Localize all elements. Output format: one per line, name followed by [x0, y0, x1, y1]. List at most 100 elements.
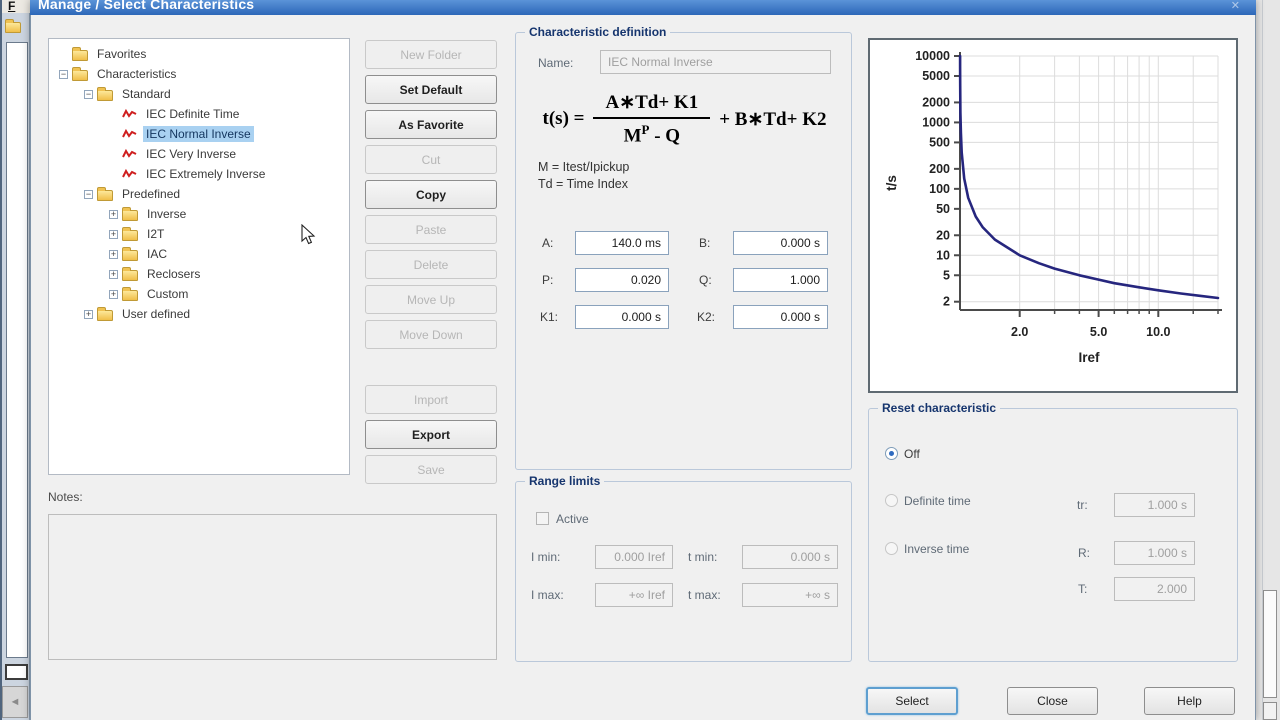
notes-textarea[interactable]: [48, 514, 497, 660]
curve-icon: [122, 148, 137, 158]
as-favorite-button[interactable]: As Favorite: [365, 110, 497, 139]
param-k2-input[interactable]: 0.000 s: [733, 305, 828, 329]
set-default-button[interactable]: Set Default: [365, 75, 497, 104]
dialog-titlebar[interactable]: Manage / Select Characteristics ✕: [30, 0, 1256, 15]
reset-off-label: Off: [904, 447, 920, 461]
characteristics-tree: Favorites − Characteristics − Standard IEC De…: [48, 38, 350, 475]
param-p-input[interactable]: 0.020: [575, 268, 669, 292]
y-tick-label: 10: [936, 248, 950, 262]
move-down-button: Move Down: [365, 320, 497, 349]
notes-label: Notes:: [48, 490, 83, 504]
expand-icon[interactable]: +: [84, 308, 93, 319]
paste-button: Paste: [365, 215, 497, 244]
y-tick-label: 2: [943, 295, 950, 309]
tree-item-label: IEC Normal Inverse: [143, 126, 254, 142]
tivs-chart-svg: 2 5 10 20 50 100 200 500 1000 2000 5000 10000 2.0 5.0…: [884, 49, 1222, 365]
folder-icon: [122, 287, 138, 301]
characteristic-definition-title: Characteristic definition: [525, 25, 671, 39]
expand-icon[interactable]: +: [109, 248, 118, 259]
x-tick-label: 2.0: [1011, 325, 1028, 339]
tree-item-label: Predefined: [122, 187, 181, 201]
param-q-label: Q:: [699, 273, 712, 287]
collapse-icon[interactable]: −: [59, 68, 68, 79]
dialog-title: Manage / Select Characteristics: [38, 0, 255, 12]
tree-item-label: IEC Definite Time: [146, 107, 240, 121]
tmin-label: t min:: [688, 550, 718, 564]
reset-off-radio[interactable]: [885, 447, 898, 460]
tree-item-inverse[interactable]: + Inverse: [49, 204, 349, 224]
param-b-input[interactable]: 0.000 s: [733, 231, 828, 255]
curve-icon: [122, 108, 137, 118]
tree-item-i2t[interactable]: + I2T: [49, 224, 349, 244]
collapse-icon[interactable]: −: [84, 88, 93, 99]
param-p-label: P:: [542, 273, 554, 287]
y-tick-label: 5: [943, 268, 950, 282]
r-label: R:: [1078, 546, 1090, 560]
tree-item-predefined[interactable]: − Predefined: [49, 184, 349, 204]
background-menubar: [2, 0, 30, 13]
folder-icon: [97, 307, 113, 321]
help-button[interactable]: Help: [1144, 687, 1235, 715]
formula-denominator: MP - Q: [623, 122, 681, 147]
select-button[interactable]: Select: [866, 687, 958, 715]
reset-inverse-label: Inverse time: [904, 542, 970, 556]
reset-characteristic-title: Reset characteristic: [878, 401, 1001, 415]
tree-item-iec-normal-inverse[interactable]: IEC Normal Inverse: [49, 124, 349, 144]
tree-item-iec-definite-time[interactable]: IEC Definite Time: [49, 104, 349, 124]
tree-item-iac[interactable]: + IAC: [49, 244, 349, 264]
expand-icon[interactable]: +: [109, 268, 118, 279]
file-menu-label[interactable]: F: [8, 0, 16, 13]
background-app-left-strip: F ◄: [0, 0, 30, 720]
open-folder-icon[interactable]: [5, 19, 21, 33]
reset-characteristic-group: Reset characteristic Off Definite time t…: [868, 401, 1238, 662]
expand-icon[interactable]: +: [109, 208, 118, 219]
import-button: Import: [365, 385, 497, 414]
tree-item-custom[interactable]: + Custom: [49, 284, 349, 304]
param-b-label: B:: [699, 236, 711, 250]
expand-icon[interactable]: +: [109, 288, 118, 299]
curve-icon: [122, 168, 137, 178]
reset-definite-radio: [885, 494, 898, 507]
scroll-left-button[interactable]: ◄: [2, 686, 28, 718]
tree-item-label: IAC: [147, 247, 168, 261]
tree-item-characteristics[interactable]: − Characteristics: [49, 64, 349, 84]
range-limits-title: Range limits: [525, 474, 605, 488]
tree-item-iec-very-inverse[interactable]: IEC Very Inverse: [49, 144, 349, 164]
copy-button[interactable]: Copy: [365, 180, 497, 209]
imin-input: 0.000 Iref: [595, 545, 673, 569]
expand-icon[interactable]: +: [109, 228, 118, 239]
tree-item-standard[interactable]: − Standard: [49, 84, 349, 104]
y-tick-label: 1000: [922, 115, 950, 129]
tree-item-label: Standard: [122, 87, 171, 101]
scroll-left-icon: ◄: [9, 696, 21, 708]
window-frame-edge: [0, 0, 2, 720]
reset-inverse-radio: [885, 542, 898, 555]
tree-item-user-defined[interactable]: + User defined: [49, 304, 349, 324]
param-a-label: A:: [542, 236, 554, 250]
cut-button: Cut: [365, 145, 497, 174]
y-tick-label: 50: [936, 202, 950, 216]
imax-input: +∞ Iref: [595, 583, 673, 607]
tmin-input: 0.000 s: [742, 545, 838, 569]
y-tick-label: 200: [929, 162, 950, 176]
collapse-icon[interactable]: −: [84, 188, 93, 199]
export-button[interactable]: Export: [365, 420, 497, 449]
folder-icon: [122, 227, 138, 241]
tree-item-favorites[interactable]: Favorites: [49, 44, 349, 64]
tree-item-label: Reclosers: [147, 267, 201, 281]
folder-icon: [122, 267, 138, 281]
param-a-input[interactable]: 140.0 ms: [575, 231, 669, 255]
characteristic-curve-chart: 2 5 10 20 50 100 200 500 1000 2000 5000 10000 2.0 5.0…: [868, 38, 1238, 393]
tree-item-iec-extremely-inverse[interactable]: IEC Extremely Inverse: [49, 164, 349, 184]
background-app-right-strip: [1257, 0, 1280, 720]
param-k1-input[interactable]: 0.000 s: [575, 305, 669, 329]
close-button[interactable]: Close: [1007, 687, 1098, 715]
param-q-input[interactable]: 1.000: [733, 268, 828, 292]
y-tick-label: 20: [936, 228, 950, 242]
y-tick-label: 5000: [922, 69, 950, 83]
background-vscrollbar[interactable]: [1263, 590, 1277, 698]
new-folder-button: New Folder: [365, 40, 497, 69]
characteristic-formula: t(s) = A∗Td+ K1 MP - Q + B∗Td+ K2: [526, 91, 843, 147]
tree-item-reclosers[interactable]: + Reclosers: [49, 264, 349, 284]
close-icon[interactable]: ✕: [1230, 0, 1240, 12]
